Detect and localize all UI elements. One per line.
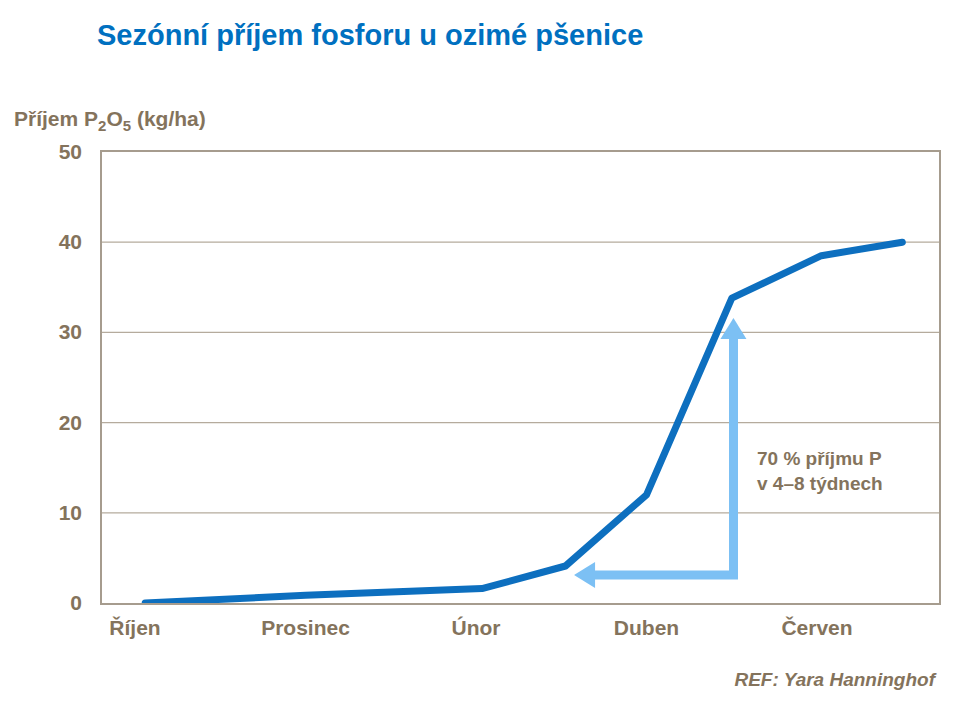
y-axis-label: Příjem P2O5 (kg/ha): [14, 107, 206, 131]
x-tick-label: Prosinec: [226, 616, 386, 640]
y-tick-label: 10: [0, 500, 82, 526]
y-axis-label-pre: Příjem P: [14, 107, 98, 130]
arrowhead-left-icon: [574, 562, 595, 588]
y-tick-label: 50: [0, 139, 82, 165]
plot-area: [100, 150, 941, 605]
y-axis-label-post: (kg/ha): [131, 107, 206, 130]
y-axis-label-mid: O: [106, 107, 122, 130]
y-tick-label: 40: [0, 229, 82, 255]
x-tick-label: Červen: [737, 616, 897, 640]
annotation-line-1: 70 % příjmu P: [757, 446, 883, 471]
x-tick-label: Říjen: [55, 616, 215, 640]
x-tick-label: Duben: [567, 616, 727, 640]
y-axis-label-sub5: 5: [123, 117, 131, 134]
chart-title: Sezónní příjem fosforu u ozimé pšenice: [97, 19, 643, 52]
annotation-line-2: v 4–8 týdnech: [757, 471, 883, 496]
y-tick-label: 30: [0, 319, 82, 345]
y-tick-label: 20: [0, 410, 82, 436]
y-axis-label-sub2: 2: [98, 117, 106, 134]
x-tick-label: Únor: [396, 616, 556, 640]
chart-canvas: [102, 152, 939, 603]
y-tick-label: 0: [0, 590, 82, 616]
reference-text: REF: Yara Hanninghof: [734, 669, 935, 691]
annotation-text: 70 % příjmu P v 4–8 týdnech: [757, 446, 883, 496]
